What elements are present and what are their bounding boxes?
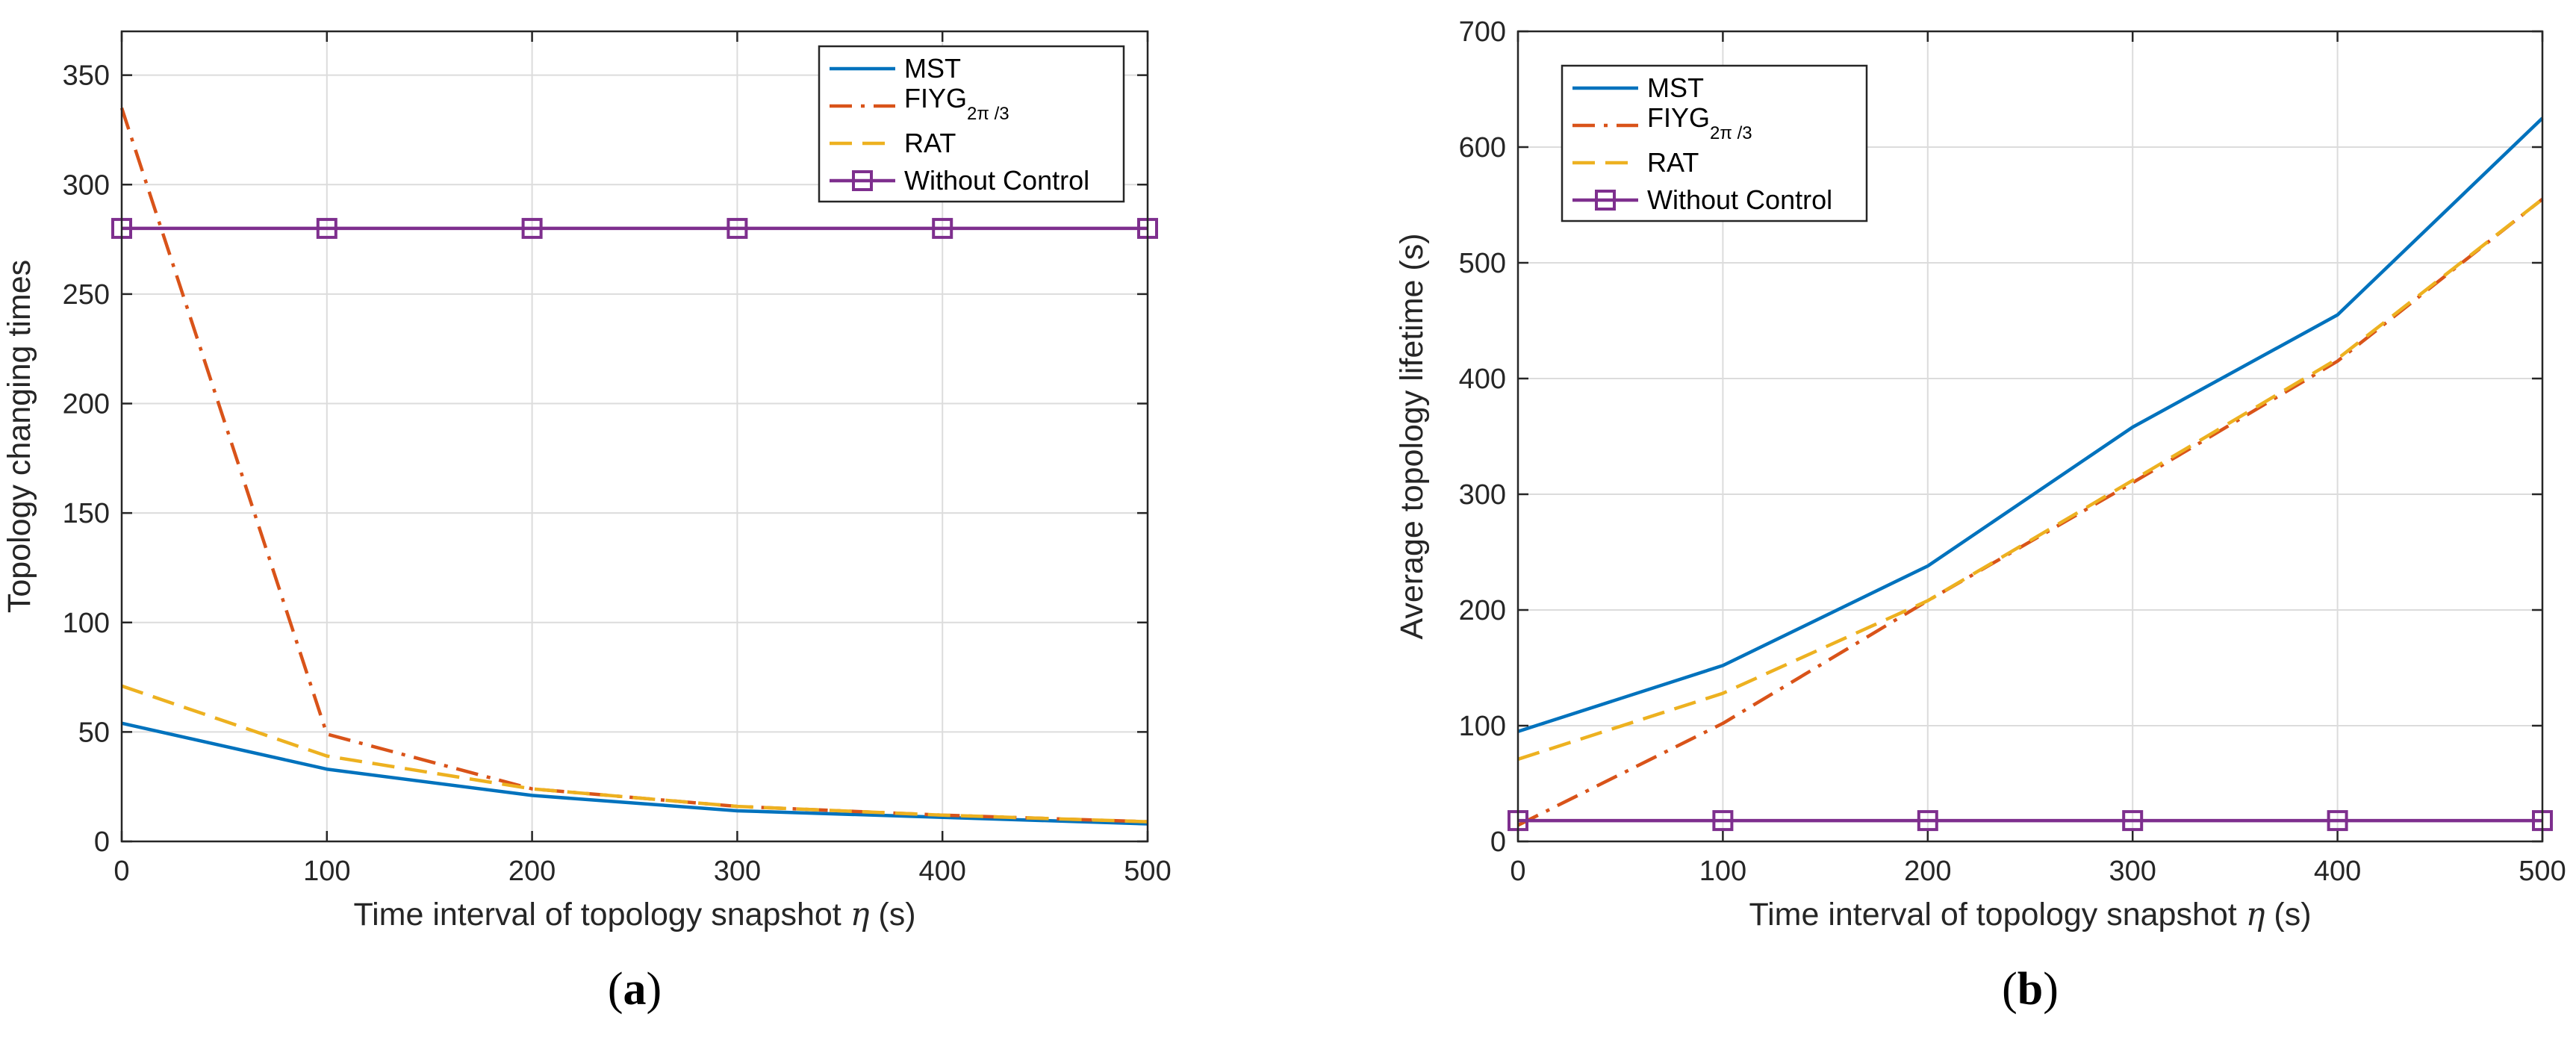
y-tick-label: 50: [78, 717, 110, 748]
legend-label-sub: 2π /3: [967, 104, 1009, 124]
x-tick-label: 300: [714, 856, 761, 887]
data-point-marker: [2327, 810, 2348, 832]
y-tick-label: 300: [1459, 479, 1506, 511]
series-line-rat: [1517, 197, 2544, 762]
legend-label: Without Control: [1647, 184, 1832, 215]
x-tick-label: 200: [1904, 856, 1951, 887]
legend-label: MST: [904, 53, 961, 84]
y-axis-label: Average topology lifetime (s): [1394, 233, 1430, 639]
x-tick-label: 200: [508, 856, 556, 887]
data-point-marker: [1917, 810, 1938, 832]
y-tick-label: 400: [1459, 364, 1506, 395]
axes-box: [1516, 30, 2544, 843]
panel-label-close: ): [2043, 964, 2059, 1015]
panel-label-open: (: [2002, 964, 2017, 1015]
panel-label-letter: b: [2017, 964, 2043, 1015]
series-line-mst: [121, 721, 1148, 826]
x-tick-label: 400: [918, 856, 965, 887]
legend-label: RAT: [1647, 147, 1699, 178]
axes-box: [120, 30, 1149, 843]
x-axis-label: Time interval of topology snapshot η (s): [1749, 896, 2311, 933]
x-axis-label-prefix: Time interval of topology snapshot: [1749, 897, 2245, 933]
panel-label: (a): [608, 964, 662, 1015]
x-axis-label-suffix: (s): [2265, 897, 2311, 933]
x-tick-label: 100: [1699, 856, 1746, 887]
panel-label-open: (: [608, 964, 623, 1015]
data-point-marker: [316, 217, 337, 239]
data-point-marker: [521, 217, 543, 239]
x-tick-label: 500: [2519, 856, 2566, 887]
x-tick-label: 0: [1510, 856, 1525, 887]
legend-label-sub: 2π /3: [1710, 123, 1752, 143]
x-tick-label: 100: [303, 856, 350, 887]
legend-marker: [1595, 190, 1616, 211]
y-tick-label: 300: [63, 169, 110, 201]
x-tick-label: 0: [113, 856, 129, 887]
y-tick-label: 600: [1459, 132, 1506, 164]
panel-label: (b): [2002, 964, 2059, 1015]
legend-label: MST: [1647, 72, 1704, 103]
legend-marker: [852, 170, 873, 191]
legend-label-main: FIYG: [1647, 102, 1710, 133]
x-tick-label: 300: [2109, 856, 2156, 887]
legend-label: RAT: [904, 128, 956, 158]
y-tick-label: 200: [63, 389, 110, 420]
panel-label-close: ): [647, 964, 662, 1015]
chart-b: 0 100 200 300 400 500 0 100 200 300 400 500 600 700 Ti…: [1394, 16, 2566, 1015]
y-tick-label: 0: [1490, 826, 1506, 858]
data-point-marker: [1712, 810, 1734, 832]
x-axis-label-symbol: η: [850, 896, 870, 933]
x-axis-label-symbol: η: [2246, 896, 2265, 933]
y-tick-label: 100: [63, 608, 110, 639]
y-tick-label: 350: [63, 60, 110, 92]
y-axis-label: Topology changing times: [1, 260, 37, 613]
data-point-marker: [932, 217, 953, 239]
chart-a: 0 100 200 300 400 500 0 50 100 150 200 250 300 350 Tim…: [1, 30, 1172, 1015]
legend-label: Without Control: [904, 165, 1089, 196]
y-tick-label: 100: [1459, 711, 1506, 742]
legend-label: FIYG2π /3: [904, 83, 1009, 124]
y-tick-label: 500: [1459, 248, 1506, 279]
x-tick-label: 400: [2314, 856, 2361, 887]
x-axis-label-prefix: Time interval of topology snapshot: [353, 897, 850, 933]
legend-label: FIYG2π /3: [1647, 102, 1752, 143]
series-line-rat: [121, 684, 1148, 823]
x-tick-label: 500: [1124, 856, 1171, 887]
y-tick-label: 250: [63, 279, 110, 311]
legend-label-main: FIYG: [904, 83, 967, 113]
data-point-marker: [727, 217, 748, 239]
series-line-mst: [1517, 116, 2544, 733]
y-tick-label: 150: [63, 498, 110, 529]
panel-label-letter: a: [623, 964, 647, 1015]
y-tick-label: 0: [94, 826, 110, 858]
y-tick-label: 200: [1459, 595, 1506, 626]
data-point-marker: [2122, 810, 2144, 832]
x-axis-label: Time interval of topology snapshot η (s): [353, 896, 915, 933]
y-tick-label: 700: [1459, 16, 1506, 48]
x-axis-label-suffix: (s): [869, 897, 915, 933]
